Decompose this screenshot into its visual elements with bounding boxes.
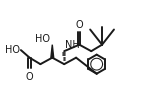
Text: O: O <box>76 20 83 30</box>
Text: HO: HO <box>35 34 50 44</box>
Polygon shape <box>51 45 54 58</box>
Text: HO: HO <box>5 45 20 55</box>
Text: O: O <box>26 72 33 82</box>
Text: NH: NH <box>65 40 80 50</box>
